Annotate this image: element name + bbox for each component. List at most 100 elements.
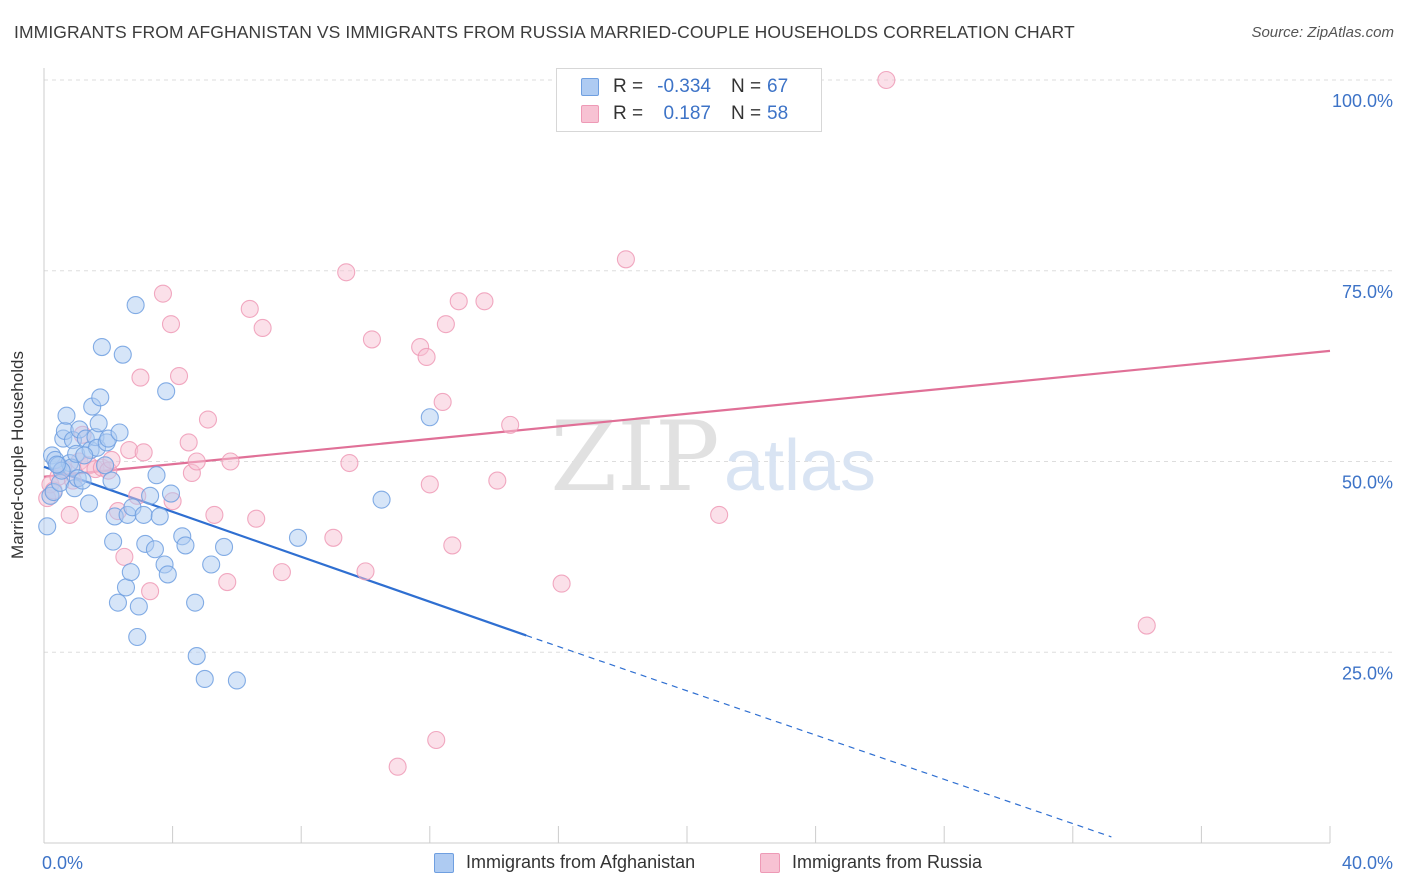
- point-russia: [449, 292, 468, 311]
- point-afghanistan: [108, 593, 127, 612]
- point-afghanistan: [92, 337, 111, 357]
- point-afghanistan: [161, 484, 181, 503]
- point-russia: [488, 471, 507, 490]
- legend-swatch-russia: [581, 105, 599, 123]
- point-russia: [443, 536, 462, 555]
- point-afghanistan: [157, 382, 176, 401]
- point-afghanistan: [89, 414, 108, 433]
- point-afghanistan: [38, 517, 57, 536]
- series-swatch-russia: [760, 852, 780, 873]
- y-tick-label: 75.0%: [1342, 282, 1393, 302]
- point-russia: [337, 263, 356, 282]
- point-afghanistan: [186, 593, 205, 612]
- point-afghanistan: [104, 532, 123, 551]
- point-afghanistan: [150, 507, 169, 526]
- point-russia: [141, 582, 160, 601]
- point-russia: [115, 547, 134, 566]
- point-afghanistan: [129, 597, 148, 616]
- point-afghanistan: [141, 486, 160, 505]
- point-afghanistan: [91, 388, 110, 407]
- point-russia: [417, 347, 436, 367]
- tick-labels: 25.0% 50.0% 75.0% 100.0% 0.0% 40.0%: [42, 91, 1393, 873]
- source-credit: Source: ZipAtlas.com: [1251, 24, 1394, 41]
- point-afghanistan: [214, 537, 234, 557]
- point-russia: [134, 443, 153, 462]
- point-russia: [388, 757, 407, 776]
- point-russia: [179, 433, 198, 452]
- point-russia: [427, 730, 446, 750]
- point-russia: [247, 509, 266, 528]
- x-tick-label: 0.0%: [42, 853, 83, 873]
- series-swatch-afghanistan: [434, 852, 454, 873]
- point-afghanistan: [73, 471, 92, 490]
- point-russia: [340, 453, 359, 473]
- point-afghanistan: [113, 345, 132, 364]
- series-legend: Immigrants from Afghanistan Immigrants f…: [0, 848, 1406, 880]
- y-tick-label: 50.0%: [1342, 473, 1393, 493]
- y-axis-label: Married-couple Households: [8, 351, 27, 559]
- y-tick-label: 100.0%: [1332, 91, 1393, 111]
- point-afghanistan: [75, 446, 94, 465]
- point-afghanistan: [128, 627, 147, 647]
- chart-title: IMMIGRANTS FROM AFGHANISTAN VS IMMIGRANT…: [14, 22, 1075, 42]
- point-russia: [131, 368, 150, 387]
- point-afghanistan: [187, 647, 206, 666]
- legend-n-label: N =: [731, 76, 762, 97]
- point-russia: [710, 505, 729, 524]
- point-russia: [161, 315, 181, 334]
- point-afghanistan: [202, 555, 221, 574]
- point-afghanistan: [372, 490, 391, 509]
- point-russia: [324, 528, 343, 547]
- point-afghanistan: [134, 505, 153, 524]
- series-name-afghanistan: Immigrants from Afghanistan: [466, 852, 696, 872]
- point-afghanistan: [158, 565, 177, 584]
- legend-r-label: R =: [613, 103, 644, 124]
- legend-r-value-russia: 0.187: [663, 103, 711, 124]
- point-russia: [501, 415, 520, 434]
- point-russia: [433, 392, 452, 412]
- series-legend-russia[interactable]: Immigrants from Russia: [760, 852, 982, 873]
- point-russia: [436, 315, 455, 334]
- point-russia: [475, 292, 494, 311]
- legend-row-afghanistan: R = -0.334 N = 67: [581, 74, 788, 100]
- legend-row-russia: R = 0.187 N = 58: [581, 101, 788, 127]
- point-afghanistan: [116, 578, 136, 597]
- point-russia: [240, 299, 259, 318]
- point-russia: [253, 318, 272, 338]
- legend-r-label: R =: [613, 76, 644, 97]
- point-russia: [552, 574, 571, 593]
- point-afghanistan: [195, 669, 214, 689]
- legend-n-label: N =: [731, 103, 762, 124]
- legend-swatch-afghanistan: [581, 78, 599, 96]
- point-afghanistan: [145, 540, 164, 559]
- point-russia: [1137, 616, 1156, 635]
- point-russia: [153, 284, 173, 303]
- legend-n-value-afghanistan: 67: [767, 76, 789, 97]
- point-russia: [616, 250, 635, 269]
- point-russia: [169, 366, 189, 386]
- correlation-legend: R = -0.334 N = 67 R = 0.187 N = 58: [556, 68, 822, 132]
- point-russia: [877, 70, 896, 90]
- legend-r-value-afghanistan: -0.334: [657, 76, 711, 97]
- point-russia: [362, 330, 381, 349]
- point-afghanistan: [176, 536, 195, 555]
- point-russia: [205, 505, 224, 524]
- grid-lines: [44, 79, 1392, 653]
- point-russia: [187, 452, 206, 471]
- point-russia: [218, 573, 237, 592]
- point-afghanistan: [102, 471, 121, 490]
- x-tick-label: 40.0%: [1342, 853, 1393, 873]
- point-russia: [60, 505, 79, 524]
- point-afghanistan: [126, 296, 145, 315]
- series-legend-afghanistan[interactable]: Immigrants from Afghanistan: [434, 852, 695, 873]
- legend-n-value-russia: 58: [767, 103, 789, 124]
- point-russia: [272, 563, 291, 582]
- point-russia: [221, 452, 240, 471]
- point-russia: [420, 475, 439, 494]
- watermark: ZIP atlas: [550, 401, 876, 513]
- trend-line-russia: [43, 349, 1331, 478]
- point-afghanistan: [121, 563, 140, 582]
- data-points: [38, 70, 1156, 776]
- trend-lines: [43, 349, 1331, 838]
